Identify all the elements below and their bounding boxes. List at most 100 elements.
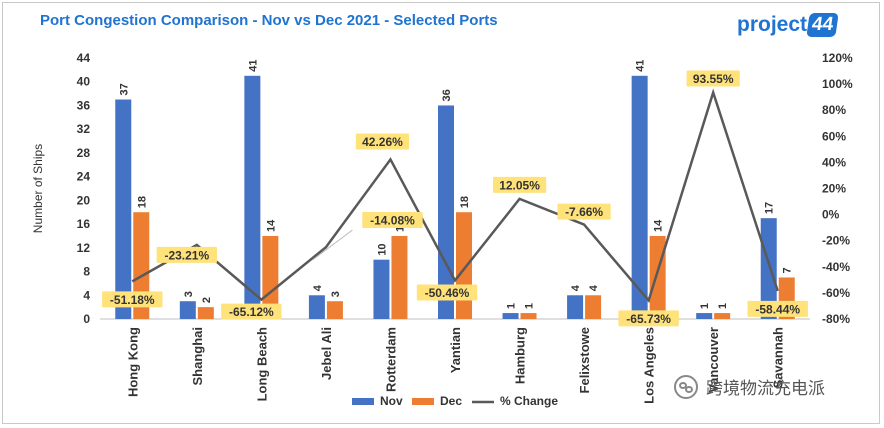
bar-label-nov: 10 xyxy=(376,243,388,255)
bar-label-nov: 37 xyxy=(118,83,130,95)
bar-dec xyxy=(326,301,343,319)
bar-dec xyxy=(649,235,666,319)
bar-label-dec: 14 xyxy=(653,219,665,232)
bar-label-dec: 2 xyxy=(201,297,213,303)
y2-tick-label: -40% xyxy=(822,260,850,274)
bar-label-nov: 1 xyxy=(506,303,518,309)
bar-label-dec: 14 xyxy=(265,219,277,232)
y-tick-label: 20 xyxy=(77,193,91,207)
legend-label: Nov xyxy=(380,394,403,408)
pct-label: -65.12% xyxy=(229,305,274,319)
pct-label-box xyxy=(557,203,611,220)
y-tick-label: 4 xyxy=(83,288,90,302)
y2-tick-label: 20% xyxy=(822,182,846,196)
pct-label-box xyxy=(747,300,808,317)
category-label: Hamburg xyxy=(513,327,528,384)
pct-label: -65.73% xyxy=(626,312,671,326)
bar-nov xyxy=(244,75,261,319)
category-label: Los Angeles xyxy=(642,327,657,404)
wechat-icon xyxy=(674,374,698,399)
pct-label: 93.55% xyxy=(693,72,734,86)
bar-label-nov: 41 xyxy=(247,60,259,72)
bar-nov xyxy=(308,295,325,319)
bar-nov xyxy=(696,313,713,319)
pct-label: -50.46% xyxy=(425,286,470,300)
pct-label-box xyxy=(156,246,218,263)
pct-label-box xyxy=(618,310,679,327)
y2-tick-label: 80% xyxy=(822,103,846,117)
y2-tick-label: -20% xyxy=(822,234,850,248)
y-tick-label: 16 xyxy=(77,217,91,231)
y-tick-label: 44 xyxy=(77,51,91,65)
bar-label-dec: 1 xyxy=(524,303,536,309)
category-label: Yantian xyxy=(448,327,463,373)
logo-text: project xyxy=(737,13,808,36)
category-label: Jebel Ali xyxy=(319,327,334,380)
pct-annotation-box xyxy=(362,212,423,228)
y2-tick-label: -80% xyxy=(822,312,850,326)
bar-label-nov: 3 xyxy=(183,291,195,297)
pct-label: -51.18% xyxy=(110,293,155,307)
y-tick-label: 28 xyxy=(77,146,91,160)
bar-nov xyxy=(760,218,777,319)
bar-nov xyxy=(567,295,584,319)
pct-label-box xyxy=(492,176,547,193)
category-label: Vancouver xyxy=(706,327,721,393)
category-label: Felixstowe xyxy=(577,327,592,393)
bar-label-nov: 1 xyxy=(699,303,711,309)
y-tick-label: 36 xyxy=(77,98,91,112)
pct-label: 42.26% xyxy=(362,135,403,149)
category-label: Long Beach xyxy=(254,327,269,401)
watermark-text: 跨境物流充电派 xyxy=(706,379,825,399)
pct-label-box xyxy=(686,70,740,87)
category-label: Savannah xyxy=(771,327,786,388)
chart-title: Port Congestion Comparison - Nov vs Dec … xyxy=(40,12,498,29)
bar-label-dec: 3 xyxy=(330,291,342,297)
y-tick-label: 40 xyxy=(77,75,91,89)
annotation-leader xyxy=(312,229,353,261)
pct-change-line xyxy=(131,88,779,303)
legend-swatch-nov xyxy=(352,398,374,405)
bar-label-nov: 36 xyxy=(441,89,453,101)
legend-swatch-dec xyxy=(412,398,434,405)
bar-label-nov: 41 xyxy=(635,60,647,72)
bar-label-dec: 7 xyxy=(782,267,794,273)
y-tick-label: 8 xyxy=(83,265,90,279)
legend-label: % Change xyxy=(500,394,558,408)
bar-dec xyxy=(520,313,537,319)
y-tick-label: 24 xyxy=(77,170,91,184)
pct-label-box xyxy=(355,133,410,150)
bar-dec xyxy=(585,295,602,319)
bar-nov xyxy=(373,259,390,319)
project44-logo: project 44 xyxy=(737,10,839,40)
pct-label-box xyxy=(102,291,163,308)
pct-label-box xyxy=(221,303,282,320)
y2-tick-label: 0% xyxy=(822,208,840,222)
y2-tick-label: 40% xyxy=(822,155,846,169)
bar-label-dec: 18 xyxy=(459,196,471,208)
pct-label: 12.05% xyxy=(499,178,540,192)
bar-dec xyxy=(391,235,408,319)
y-axis-label: Number of Ships xyxy=(31,144,45,233)
bar-dec xyxy=(262,235,279,319)
y2-tick-label: 120% xyxy=(822,51,853,65)
bar-dec xyxy=(714,313,731,319)
bar-label-dec: 18 xyxy=(136,196,148,208)
y2-tick-label: 100% xyxy=(822,77,853,91)
y2-tick-label: -60% xyxy=(822,286,850,300)
bar-label-dec: 4 xyxy=(588,284,600,291)
y-tick-label: 32 xyxy=(77,122,91,136)
pct-label-box xyxy=(416,284,478,301)
bar-label-nov: 4 xyxy=(312,284,324,291)
bar-label-nov: 4 xyxy=(570,284,582,291)
y-tick-label: 0 xyxy=(83,312,90,326)
category-label: Shanghai xyxy=(190,327,205,386)
category-label: Rotterdam xyxy=(383,327,398,392)
bar-dec xyxy=(456,212,472,319)
watermark: 跨境物流充电派 xyxy=(674,374,825,399)
bar-nov xyxy=(502,313,519,319)
bar-nov xyxy=(115,99,132,319)
pct-label: -58.44% xyxy=(755,302,800,316)
bar-label-nov: 17 xyxy=(764,202,776,214)
